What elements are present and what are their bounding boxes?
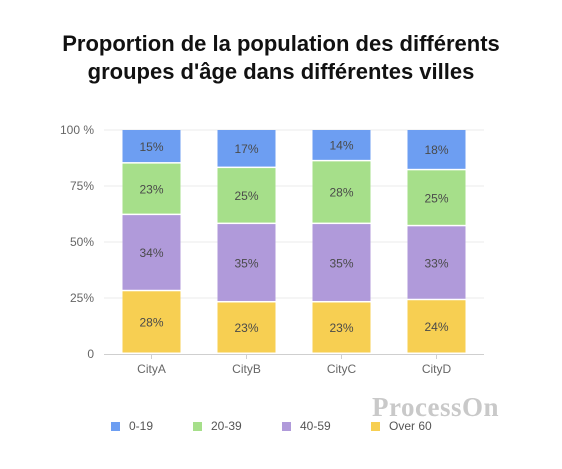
bar-segment (312, 161, 371, 223)
legend-item[interactable]: 40-59 (282, 419, 331, 433)
data-label: 18% (424, 143, 448, 157)
y-tick-label: 100 % (60, 123, 94, 137)
data-label: 34% (139, 246, 163, 260)
data-label: 23% (234, 321, 258, 335)
data-label: 24% (424, 320, 448, 334)
bar-segment (217, 130, 276, 167)
bar-segment (312, 130, 371, 160)
value-labels: 28% 34% 23% 15% 23% 35% 25% 17% 23% 35% 28% 14% 24% 3… (139, 139, 448, 336)
bar-segment (217, 168, 276, 223)
data-label: 23% (329, 321, 353, 335)
bar-segment (122, 130, 181, 163)
data-label: 35% (329, 256, 353, 270)
data-label: 25% (424, 191, 448, 205)
y-tick-label: 50% (70, 235, 94, 249)
legend-item[interactable]: 0-19 (111, 419, 153, 433)
data-label: 14% (329, 139, 353, 153)
bar-segment (312, 302, 371, 353)
legend-label: 0-19 (129, 419, 154, 433)
data-label: 33% (424, 256, 448, 270)
watermark-logo: ProcessOn (372, 392, 499, 422)
legend-swatch (371, 421, 380, 431)
bar-segment (122, 215, 181, 290)
bar-stacks (122, 130, 466, 353)
data-label: 17% (234, 142, 258, 156)
data-label: 28% (329, 186, 353, 200)
chart-title-line-1: Proportion de la population des différen… (62, 31, 500, 56)
legend-swatch (111, 421, 120, 431)
legend-item[interactable]: Over 60 (371, 419, 432, 433)
x-tick-label: CityB (232, 362, 261, 376)
data-label: 15% (139, 140, 163, 154)
data-label: 23% (139, 182, 163, 196)
bar-segment (217, 302, 276, 353)
chart-title: Proportion de la population des différen… (0, 30, 562, 86)
bar-segment (407, 130, 466, 169)
legend-label: 20-39 (211, 419, 242, 433)
chart-legend: 0-19 20-39 40-59 Over 60 (0, 419, 562, 439)
data-label: 35% (234, 256, 258, 270)
legend-swatch (193, 421, 202, 431)
legend-item[interactable]: 20-39 (193, 419, 242, 433)
y-tick-label: 0 (87, 347, 94, 361)
bar-segment (407, 226, 466, 299)
bar-segment (312, 224, 371, 301)
y-tick-label: 25% (70, 291, 94, 305)
bar-segment (122, 163, 181, 214)
x-tick-label: CityC (327, 362, 357, 376)
axes: 0 25% 50% 75% 100 % CityA CityB CityC CityD (60, 123, 484, 376)
data-label: 28% (139, 316, 163, 330)
bar-segment (407, 300, 466, 353)
legend-label: 40-59 (300, 419, 331, 433)
bar-segment (122, 291, 181, 353)
data-label: 25% (234, 189, 258, 203)
bar-segment (217, 224, 276, 301)
y-tick-label: 75% (70, 179, 94, 193)
legend-swatch (282, 421, 291, 431)
bar-segment (407, 170, 466, 225)
x-tick-label: CityA (137, 362, 166, 376)
x-tick-label: CityD (422, 362, 452, 376)
legend-label: Over 60 (389, 419, 432, 433)
chart-title-line-2: groupes d'âge dans différentes villes (87, 59, 475, 84)
